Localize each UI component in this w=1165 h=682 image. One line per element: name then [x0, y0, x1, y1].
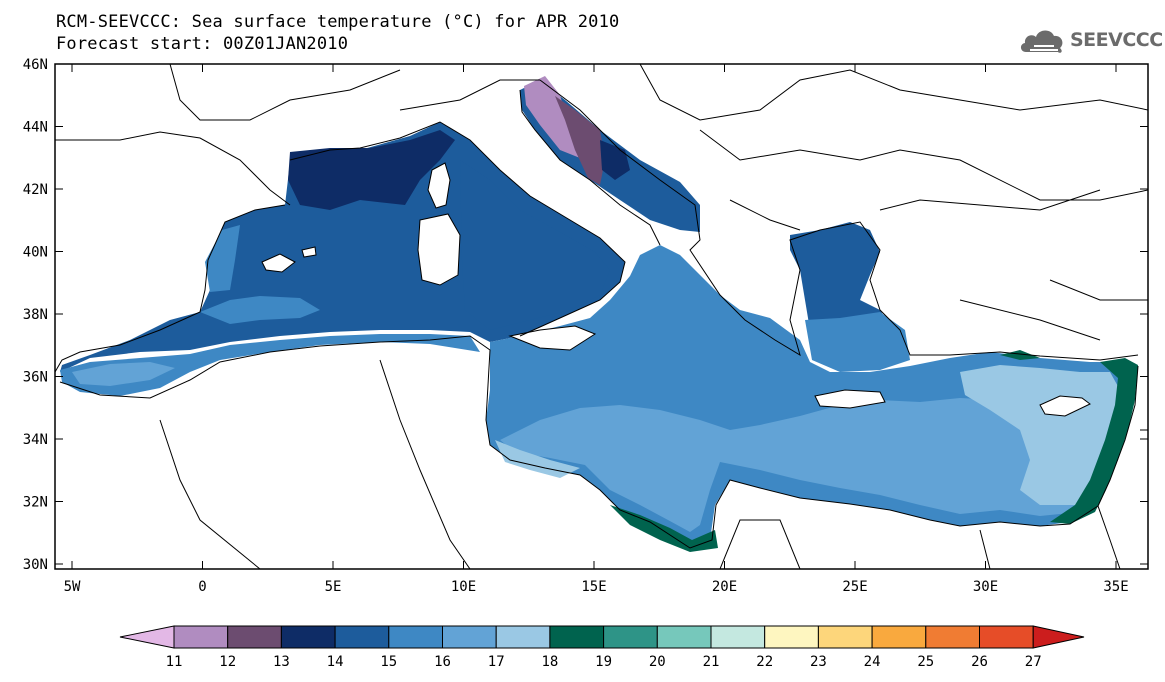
lat-label: 38N [23, 307, 48, 323]
logo-text: SEEVCCC [1070, 29, 1163, 51]
colorbar-max-arrow [1032, 625, 1085, 649]
colorbar-min-arrow [119, 625, 175, 649]
menorca-land [301, 246, 317, 258]
colorbar: 11 12 13 14 15 16 17 18 19 20 21 22 23 24 25 26 27 [119, 625, 1085, 670]
cloud-icon [1020, 30, 1063, 53]
lat-label: 46N [23, 57, 48, 73]
colorbar-label: 12 [219, 654, 236, 670]
coastlines [55, 64, 1148, 569]
sst-field [55, 64, 1148, 569]
colorbar-segment [227, 625, 282, 649]
colorbar-label: 25 [917, 654, 934, 670]
colorbar-label: 20 [649, 654, 666, 670]
colorbar-segment [334, 625, 390, 649]
colorbar-label: 17 [488, 654, 505, 670]
colorbar-label: 15 [380, 654, 397, 670]
crete-land [814, 389, 886, 409]
sst-algerian-coast [200, 296, 320, 324]
colorbar-segment [442, 625, 497, 649]
lon-label: 0 [198, 579, 206, 595]
sst-aegean-south [805, 312, 910, 372]
colorbar-segment [603, 625, 658, 649]
corsica-land [427, 162, 451, 209]
colorbar-segment [710, 625, 766, 649]
colorbar-label: 14 [327, 654, 344, 670]
lon-label: 15E [581, 579, 606, 595]
map-frame [54, 63, 1149, 570]
lat-label: 44N [23, 120, 48, 136]
colorbar-segment [817, 625, 873, 649]
colorbar-label: 22 [756, 654, 773, 670]
colorbar-label: 24 [864, 654, 881, 670]
sst-levant-coast [1050, 358, 1138, 524]
colorbar-segment [173, 625, 229, 649]
colorbar-label: 21 [703, 654, 720, 670]
lat-label: 42N [23, 182, 48, 198]
lon-label: 35E [1103, 579, 1128, 595]
lat-label: 30N [23, 557, 48, 573]
sst-adriatic-mid [600, 140, 630, 180]
lon-label: 5E [325, 579, 342, 595]
lat-label: 32N [23, 495, 48, 511]
lon-label: 25E [842, 579, 867, 595]
lon-label: 20E [712, 579, 737, 595]
sst-tyrrhenian [460, 160, 610, 330]
balearic-land [261, 253, 296, 273]
colorbar-segment [871, 625, 927, 649]
lon-label: 5W [64, 579, 81, 595]
sicily-land [508, 325, 597, 351]
colorbar-segment [925, 625, 980, 649]
cyprus-land [1039, 395, 1091, 417]
forecast-start: Forecast start: 00Z01JAN2010 [56, 34, 349, 54]
longitude-axis: 5W 0 5E 10E 15E 20E 25E 30E 35E [64, 64, 1129, 595]
colorbar-segment [979, 625, 1034, 649]
sst-adriatic-north-light [524, 76, 580, 158]
sst-west-basin-edge [205, 225, 240, 292]
sst-south-band [500, 398, 1115, 532]
sst-alboran-core [72, 362, 175, 386]
lon-label: 30E [973, 579, 998, 595]
colorbar-label: 16 [434, 654, 451, 670]
seevccc-logo: SEEVCCC [1018, 24, 1163, 58]
colorbar-segment [549, 625, 605, 649]
colorbar-segment [764, 625, 819, 649]
lat-label: 36N [23, 370, 48, 386]
colorbar-segment [495, 625, 551, 649]
colorbar-segment [280, 625, 336, 649]
colorbar-label: 23 [810, 654, 827, 670]
lat-label: 40N [23, 245, 48, 261]
colorbar-label: 19 [595, 654, 612, 670]
colorbar-label: 11 [166, 654, 183, 670]
colorbar-segment [656, 625, 712, 649]
lat-label: 34N [23, 432, 48, 448]
sardinia-land [417, 213, 461, 286]
sst-libya-light [495, 440, 580, 478]
colorbar-label: 18 [541, 654, 558, 670]
sst-adriatic-north-dark [555, 96, 605, 185]
colorbar-label: 27 [1025, 654, 1042, 670]
colorbar-segment [388, 625, 443, 649]
sst-alboran-band [60, 334, 480, 396]
lon-label: 10E [451, 579, 476, 595]
map-title: RCM-SEEVCCC: Sea surface temperature (°C… [56, 12, 620, 32]
latitude-axis: 46N 44N 42N 40N 38N 36N 34N 32N 30N [23, 57, 1148, 573]
colorbar-label: 26 [971, 654, 988, 670]
colorbar-label: 13 [273, 654, 290, 670]
